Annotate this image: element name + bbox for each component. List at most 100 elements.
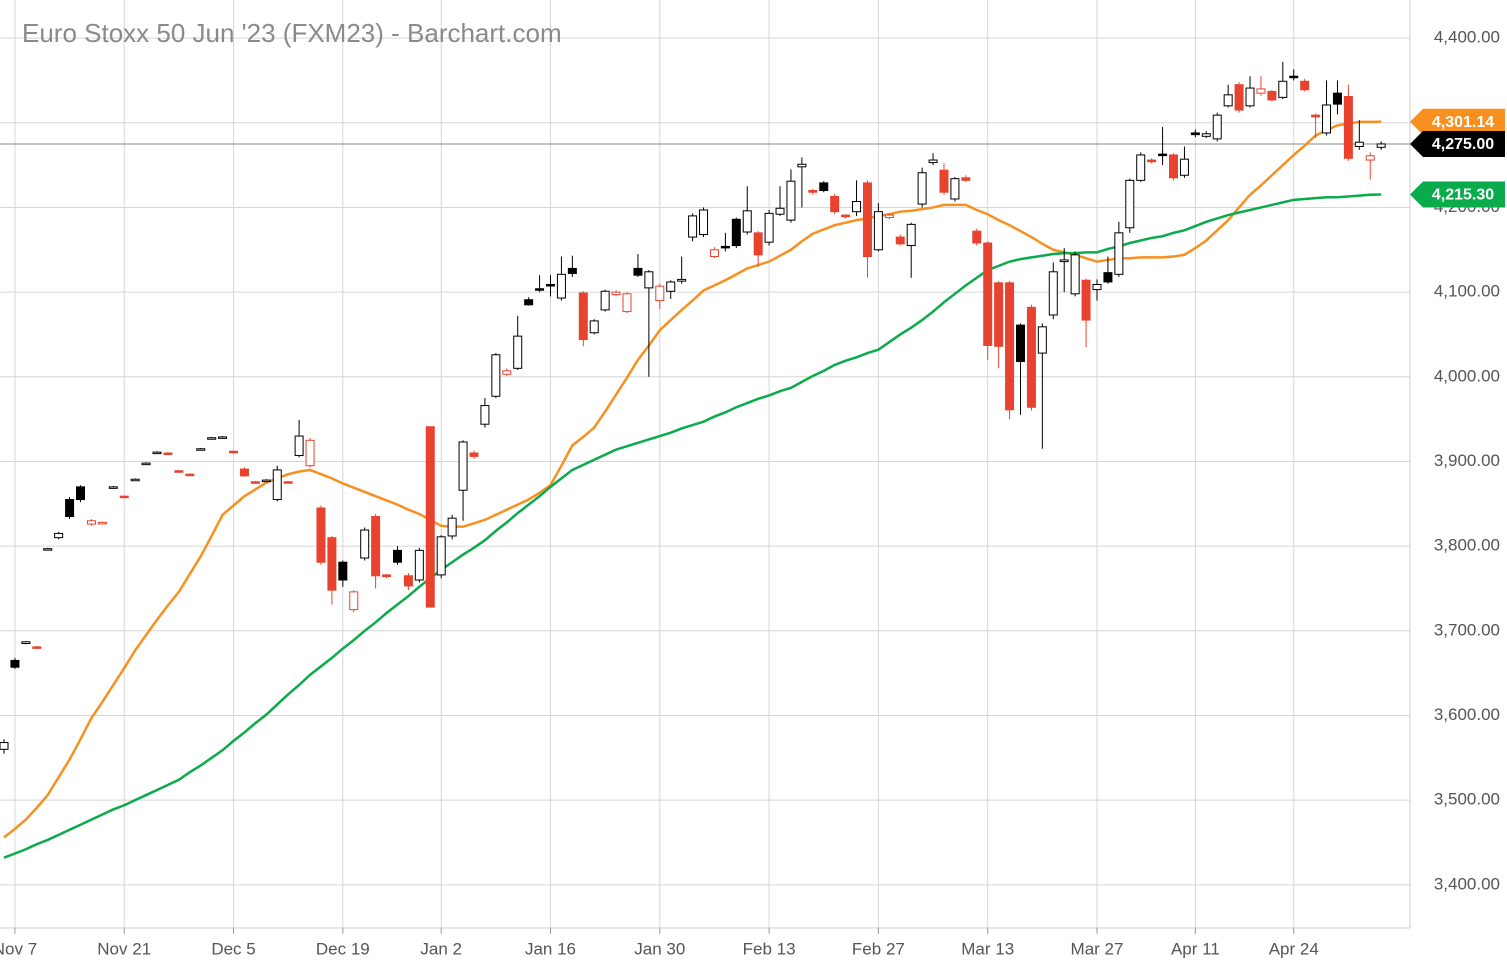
candle-body bbox=[469, 452, 479, 457]
candle-body bbox=[316, 507, 326, 563]
candle-body bbox=[1125, 179, 1135, 229]
candle-body bbox=[961, 177, 971, 181]
y-tick-label: 3,900.00 bbox=[1434, 451, 1500, 470]
candle-body bbox=[196, 448, 206, 451]
moving-average-line bbox=[3, 193, 1382, 859]
candle-body bbox=[972, 230, 982, 244]
candle-body bbox=[939, 169, 949, 193]
candle-body bbox=[622, 293, 632, 313]
candle-body bbox=[753, 232, 763, 256]
candle-body bbox=[873, 211, 883, 251]
moving-average-line bbox=[3, 120, 1382, 839]
candle-body bbox=[797, 163, 807, 168]
y-tick-label: 3,400.00 bbox=[1434, 874, 1500, 893]
candle-body bbox=[1015, 324, 1025, 363]
candle-body bbox=[731, 218, 741, 247]
candle-body bbox=[43, 548, 53, 551]
candle-body bbox=[1267, 90, 1277, 101]
candle-body bbox=[207, 437, 217, 440]
candle-body bbox=[152, 451, 162, 455]
candle-body bbox=[775, 207, 785, 215]
candle-body bbox=[305, 439, 315, 467]
y-tick-label: 3,600.00 bbox=[1434, 705, 1500, 724]
x-tick-label: Nov 7 bbox=[0, 939, 37, 958]
x-tick-label: Apr 24 bbox=[1269, 939, 1319, 958]
candle-body bbox=[1037, 326, 1047, 354]
candle-body bbox=[174, 470, 184, 473]
candle-body bbox=[928, 159, 938, 164]
candle-body bbox=[1212, 114, 1222, 140]
candle-body bbox=[1147, 159, 1157, 163]
candle-body bbox=[950, 178, 960, 200]
candle-body bbox=[556, 273, 566, 299]
candle-body bbox=[862, 182, 872, 258]
y-tick-label: 3,800.00 bbox=[1434, 536, 1500, 555]
candle-body bbox=[1332, 92, 1342, 105]
y-tick-label: 4,000.00 bbox=[1434, 366, 1500, 385]
candle-body bbox=[371, 515, 381, 577]
price-tag bbox=[1410, 108, 1505, 135]
candle-body bbox=[852, 201, 862, 213]
candle-body bbox=[119, 495, 129, 499]
candle-body bbox=[10, 659, 20, 668]
candle-body bbox=[884, 214, 894, 219]
candle-body bbox=[141, 462, 151, 466]
grid bbox=[0, 0, 1411, 929]
candle-body bbox=[1169, 154, 1179, 179]
price-tag-label: 4,275.00 bbox=[1432, 136, 1494, 153]
candle-body bbox=[1343, 96, 1353, 159]
candle-body bbox=[688, 215, 698, 238]
candle-body bbox=[1354, 141, 1364, 147]
candle-body bbox=[414, 549, 424, 581]
candle-body bbox=[1311, 114, 1321, 118]
candle-body bbox=[0, 742, 9, 750]
x-tick-label: Jan 30 bbox=[634, 939, 685, 958]
candle-body bbox=[458, 441, 468, 491]
candle-body bbox=[1114, 232, 1124, 275]
candle-body bbox=[567, 267, 577, 274]
candle-body bbox=[1103, 272, 1113, 283]
candle-body bbox=[666, 281, 676, 292]
y-tick-label: 4,100.00 bbox=[1434, 282, 1500, 301]
candle-body bbox=[327, 537, 337, 591]
x-tick-label: Feb 13 bbox=[743, 939, 796, 958]
axis: 3,400.00 3,500.00 3,600.00 3,700.00 3,800.00… bbox=[0, 28, 1505, 958]
candle-body bbox=[1223, 94, 1233, 107]
x-tick-label: Apr 11 bbox=[1171, 939, 1220, 958]
candle-body bbox=[1190, 132, 1200, 136]
candle-body bbox=[130, 478, 140, 482]
candle-body bbox=[524, 299, 534, 306]
candle-body bbox=[65, 499, 75, 517]
candle-body bbox=[491, 354, 501, 397]
x-tick-label: Nov 21 bbox=[97, 939, 151, 958]
candle-body bbox=[239, 468, 249, 477]
candle-body bbox=[1201, 133, 1211, 137]
x-tick-label: Mar 13 bbox=[961, 939, 1014, 958]
x-tick-label: Dec 19 bbox=[316, 939, 370, 958]
y-tick-label: 3,500.00 bbox=[1434, 790, 1500, 809]
chart-title: Euro Stoxx 50 Jun '23 (FXM23) - Barchart… bbox=[22, 18, 562, 48]
y-tick-label: 3,700.00 bbox=[1434, 620, 1500, 639]
candle-body bbox=[1136, 154, 1146, 181]
candle-body bbox=[1300, 80, 1310, 91]
candle-body bbox=[229, 450, 239, 454]
x-tick-label: Jan 16 bbox=[525, 939, 576, 958]
candle-body bbox=[1005, 282, 1015, 411]
candle-body bbox=[1278, 80, 1288, 98]
candle-body bbox=[480, 405, 490, 425]
candle-body bbox=[108, 486, 118, 489]
x-tick-label: Jan 2 bbox=[420, 939, 462, 958]
candle-body bbox=[1234, 84, 1244, 111]
candle-body bbox=[1092, 283, 1102, 291]
candle-body bbox=[97, 521, 107, 525]
candle-body bbox=[294, 435, 304, 457]
candle-body bbox=[349, 591, 359, 611]
candle-body bbox=[1026, 306, 1036, 408]
candle-body bbox=[1289, 75, 1299, 79]
x-tick-label: Mar 27 bbox=[1071, 939, 1124, 958]
candle-body bbox=[808, 190, 818, 193]
candle-body bbox=[535, 288, 545, 291]
price-tag-label: 4,301.14 bbox=[1432, 114, 1494, 131]
